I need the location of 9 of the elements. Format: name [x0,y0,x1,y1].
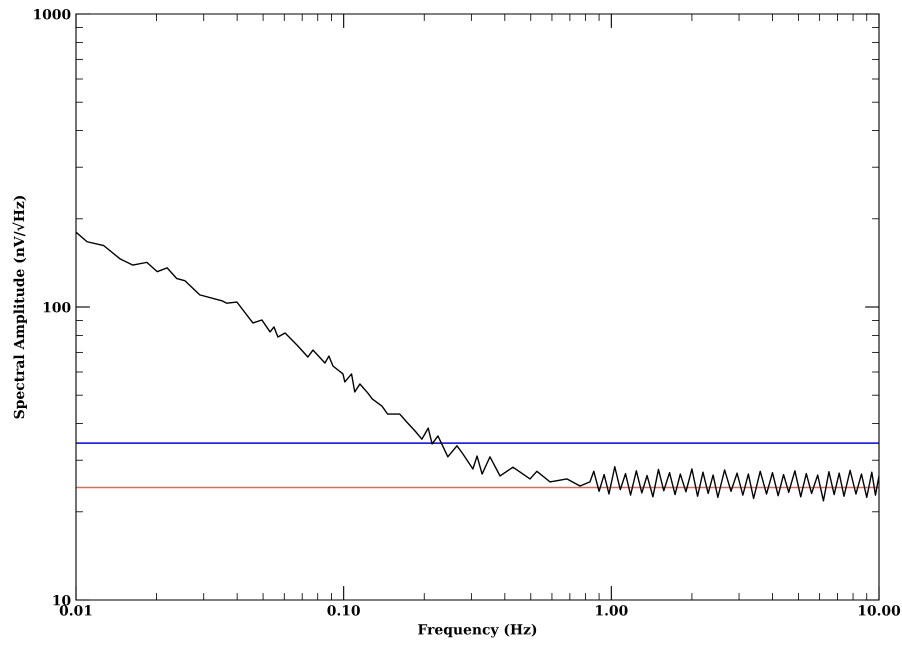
x-tick-label: 1.00 [596,605,628,616]
y-tick-label: 100 [44,302,70,312]
y-tick-label: 10 [54,594,70,606]
x-tick-label: 0.10 [327,605,360,616]
y-axis-title: Spectral Amplitude (nV/√Hz) [12,196,27,418]
y-tick-label: 1000 [34,8,70,20]
x-axis-title: Frequency (Hz) [418,624,536,638]
x-tick-label: 0.01 [60,605,92,616]
x-tick-label: 10.00 [858,605,900,616]
